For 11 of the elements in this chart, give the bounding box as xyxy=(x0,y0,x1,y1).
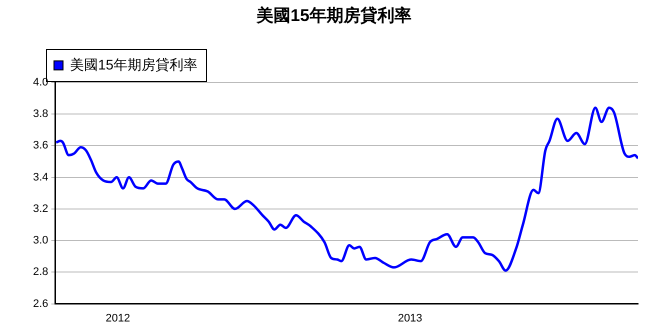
y-tick-label: 3.0 xyxy=(32,234,48,247)
y-tick-label: 3.8 xyxy=(32,108,48,120)
x-tick-label: 2013 xyxy=(398,312,422,324)
y-tick-label: 2.6 xyxy=(32,298,48,310)
x-tick-label: 2012 xyxy=(106,312,130,324)
y-tick-label: 3.2 xyxy=(32,202,48,215)
y-tick-label: 3.6 xyxy=(32,140,48,152)
y-tick-label: 2.8 xyxy=(32,266,48,278)
legend-label: 美國15年期房貸利率 xyxy=(70,56,198,72)
y-tick-label: 3.4 xyxy=(32,171,48,184)
chart-title: 美國15年期房貸利率 xyxy=(256,6,412,25)
